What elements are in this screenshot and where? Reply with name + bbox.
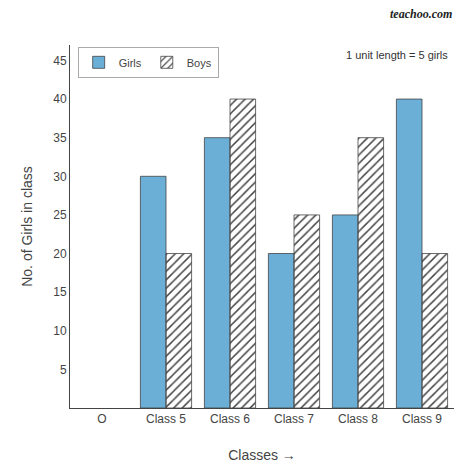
svg-text:Class 5: Class 5 xyxy=(146,412,186,426)
svg-text:5: 5 xyxy=(60,363,67,377)
svg-text:Class 6: Class 6 xyxy=(210,412,250,426)
svg-text:Classes →: Classes → xyxy=(228,447,296,463)
svg-text:Class 9: Class 9 xyxy=(402,412,442,426)
svg-text:teachoo.com: teachoo.com xyxy=(390,7,452,21)
svg-text:Class 7: Class 7 xyxy=(274,412,314,426)
svg-text:30: 30 xyxy=(53,170,67,184)
svg-text:No. of Girls in class: No. of Girls in class xyxy=(19,166,35,287)
svg-text:45: 45 xyxy=(53,54,67,68)
svg-text:10: 10 xyxy=(53,324,67,338)
svg-text:15: 15 xyxy=(53,285,67,299)
svg-text:20: 20 xyxy=(53,247,67,261)
svg-text:O: O xyxy=(97,412,106,426)
svg-text:40: 40 xyxy=(53,92,67,106)
svg-text:25: 25 xyxy=(53,208,67,222)
svg-text:Boys: Boys xyxy=(187,57,212,69)
svg-text:35: 35 xyxy=(53,131,67,145)
svg-text:Girls: Girls xyxy=(119,57,142,69)
svg-text:1 unit length = 5 girls: 1 unit length = 5 girls xyxy=(346,49,448,61)
svg-text:Class 8: Class 8 xyxy=(338,412,378,426)
